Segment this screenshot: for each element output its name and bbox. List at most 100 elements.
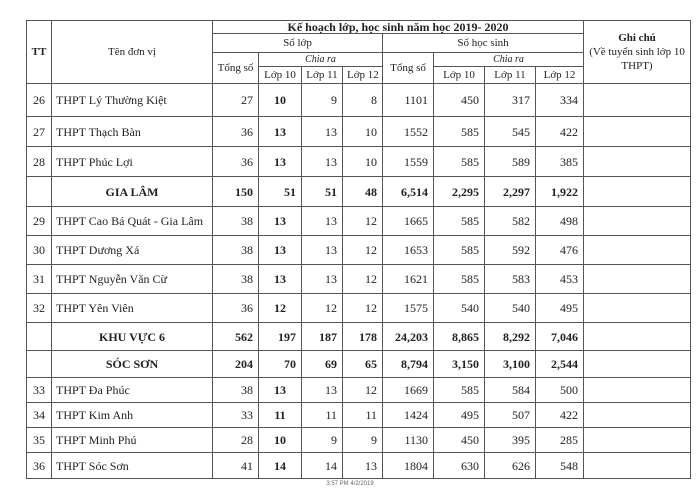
students-grade10: 585 bbox=[433, 377, 485, 403]
unit-name: GIA LÂM bbox=[51, 176, 213, 207]
classes-grade11: 13 bbox=[301, 146, 343, 177]
students-grade12: 500 bbox=[534, 377, 585, 403]
classes-grade12: 8 bbox=[342, 83, 383, 117]
classes-grade11: 12 bbox=[301, 293, 343, 323]
students-grade11: 317 bbox=[484, 83, 536, 117]
classes-grade10: 13 bbox=[258, 146, 302, 177]
classes-grade10: 14 bbox=[258, 452, 302, 479]
students-grade12: 385 bbox=[534, 146, 585, 177]
header-plan-title: Kế hoạch lớp, học sinh năm học 2019- 202… bbox=[211, 20, 585, 34]
students-grade11: 8,292 bbox=[484, 322, 536, 351]
note-cell bbox=[583, 83, 692, 117]
unit-name: THPT Cao Bá Quát - Gia Lâm bbox=[51, 206, 213, 236]
table-row: 30 THPT Dương Xá 38 13 13 12 1653 585 592 476 bbox=[26, 235, 692, 265]
school-plan-table: TT Tên đơn vị Kế hoạch lớp, học sinh năm… bbox=[26, 20, 692, 479]
classes-grade11: 13 bbox=[301, 377, 343, 403]
students-grade10: 2,295 bbox=[433, 176, 485, 207]
classes-total: 38 bbox=[212, 206, 259, 236]
table-row: 27 THPT Thạch Bàn 36 13 13 10 1552 585 545 422 bbox=[26, 116, 692, 147]
row-number: 26 bbox=[26, 83, 52, 117]
students-total: 1130 bbox=[382, 427, 434, 453]
students-grade11: 2,297 bbox=[484, 176, 536, 207]
row-number bbox=[26, 176, 52, 207]
header-students: Số học sinh bbox=[381, 33, 585, 53]
students-grade11: 3,100 bbox=[484, 350, 536, 378]
students-grade10: 450 bbox=[433, 427, 485, 453]
classes-total: 38 bbox=[212, 264, 259, 294]
unit-name: THPT Đa Phúc bbox=[51, 377, 213, 403]
students-grade10: 585 bbox=[433, 206, 485, 236]
classes-grade11: 69 bbox=[301, 350, 343, 378]
classes-grade12: 12 bbox=[342, 206, 383, 236]
note-cell bbox=[583, 116, 692, 147]
table-row: 35 THPT Minh Phú 28 10 9 9 1130 450 395 285 bbox=[26, 427, 692, 453]
classes-grade11: 13 bbox=[301, 235, 343, 265]
students-grade11: 583 bbox=[484, 264, 536, 294]
students-total: 8,794 bbox=[382, 350, 434, 378]
header-students-grade10: Lớp 10 bbox=[433, 66, 485, 84]
row-number bbox=[26, 322, 52, 351]
students-total: 6,514 bbox=[382, 176, 434, 207]
classes-total: 36 bbox=[212, 146, 259, 177]
students-total: 1665 bbox=[382, 206, 434, 236]
classes-grade11: 51 bbox=[301, 176, 343, 207]
students-grade10: 540 bbox=[433, 293, 485, 323]
students-grade11: 395 bbox=[484, 427, 536, 453]
table-row: 26 THPT Lý Thường Kiệt 27 10 9 8 1101 450 317 334 bbox=[26, 83, 692, 117]
classes-grade10: 70 bbox=[258, 350, 302, 378]
classes-grade12: 65 bbox=[342, 350, 383, 378]
classes-grade12: 12 bbox=[342, 377, 383, 403]
row-number: 31 bbox=[26, 264, 52, 294]
table-row: 36 THPT Sóc Sơn 41 14 14 13 1804 630 626 548 bbox=[26, 452, 692, 479]
classes-grade12: 13 bbox=[342, 452, 383, 479]
students-grade10: 585 bbox=[433, 146, 485, 177]
classes-grade10: 10 bbox=[258, 427, 302, 453]
table-row: 32 THPT Yên Viên 36 12 12 12 1575 540 540 495 bbox=[26, 293, 692, 323]
students-grade12: 334 bbox=[534, 83, 585, 117]
classes-grade10: 13 bbox=[258, 377, 302, 403]
classes-grade11: 11 bbox=[301, 402, 343, 428]
row-number: 27 bbox=[26, 116, 52, 147]
classes-grade12: 9 bbox=[342, 427, 383, 453]
classes-grade10: 197 bbox=[258, 322, 302, 351]
header-note: Ghi chú (Về tuyển sinh lớp 10 THPT) bbox=[583, 20, 692, 84]
unit-name: THPT Yên Viên bbox=[51, 293, 213, 323]
students-grade10: 630 bbox=[433, 452, 485, 479]
classes-grade10: 12 bbox=[258, 293, 302, 323]
note-cell bbox=[583, 176, 692, 207]
classes-total: 36 bbox=[212, 293, 259, 323]
classes-grade10: 13 bbox=[258, 264, 302, 294]
unit-name: THPT Lý Thường Kiệt bbox=[51, 83, 213, 117]
table-row: 31 THPT Nguyễn Văn Cừ 38 13 13 12 1621 585 583 45… bbox=[26, 264, 692, 294]
classes-total: 38 bbox=[212, 377, 259, 403]
group-total-row: KHU VỰC 6 562 197 187 178 24,203 8,865 8,292 7,0… bbox=[26, 322, 692, 351]
students-grade11: 507 bbox=[484, 402, 536, 428]
students-grade11: 589 bbox=[484, 146, 536, 177]
classes-grade12: 11 bbox=[342, 402, 383, 428]
header-unit-name: Tên đơn vị bbox=[51, 20, 213, 84]
classes-grade11: 14 bbox=[301, 452, 343, 479]
header-students-breakdown: Chia ra bbox=[432, 52, 585, 67]
header-classes-breakdown: Chia ra bbox=[258, 52, 383, 67]
classes-grade10: 13 bbox=[258, 116, 302, 147]
table-row: 28 THPT Phúc Lợi 36 13 13 10 1559 585 589 385 bbox=[26, 146, 692, 177]
note-cell bbox=[583, 264, 692, 294]
students-grade12: 495 bbox=[534, 293, 585, 323]
students-grade10: 450 bbox=[433, 83, 485, 117]
classes-grade11: 13 bbox=[301, 116, 343, 147]
classes-grade12: 12 bbox=[342, 235, 383, 265]
unit-name: KHU VỰC 6 bbox=[51, 322, 213, 351]
classes-grade12: 10 bbox=[342, 146, 383, 177]
header-students-total: Tổng số bbox=[382, 52, 434, 84]
unit-name: THPT Thạch Bàn bbox=[51, 116, 213, 147]
group-total-row: GIA LÂM 150 51 51 48 6,514 2,295 2,297 1,922 bbox=[26, 176, 692, 207]
row-number: 30 bbox=[26, 235, 52, 265]
classes-grade11: 9 bbox=[301, 427, 343, 453]
note-cell bbox=[583, 235, 692, 265]
note-cell bbox=[583, 427, 692, 453]
classes-grade10: 10 bbox=[258, 83, 302, 117]
table-row: 34 THPT Kim Anh 33 11 11 11 1424 495 507 422 bbox=[26, 402, 692, 428]
students-grade12: 422 bbox=[534, 116, 585, 147]
students-grade10: 585 bbox=[433, 235, 485, 265]
classes-grade11: 13 bbox=[301, 264, 343, 294]
